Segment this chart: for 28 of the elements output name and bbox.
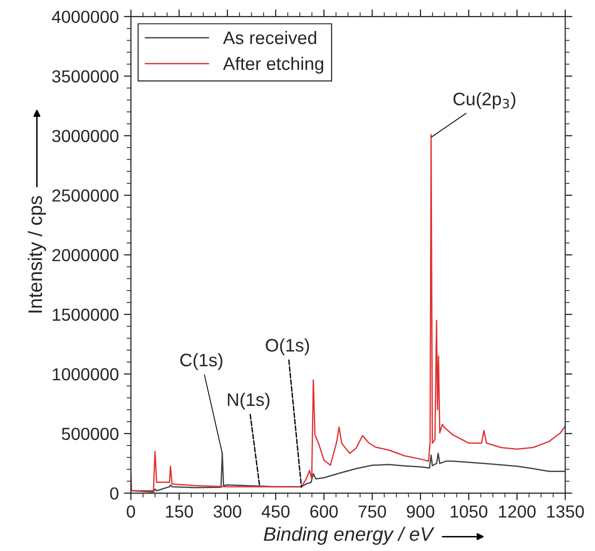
annotation: C(1s) [180, 353, 222, 370]
y-tick-label: 0 [110, 487, 118, 500]
legend-label: After etching [223, 56, 324, 74]
x-axis-title: Binding energy / eV [264, 526, 434, 545]
x-tick-label: 900 [406, 505, 434, 518]
x-tick-label: 1200 [499, 505, 536, 518]
y-tick-label: 1500000 [52, 308, 118, 321]
y-tick-label: 3000000 [52, 130, 118, 142]
x-tick-label: 1350 [547, 505, 584, 518]
annotation: N(1s) [228, 392, 270, 410]
y-tick-label: 500000 [62, 428, 118, 440]
x-tick-label: 600 [310, 505, 338, 518]
x-tick-label: 750 [358, 505, 386, 518]
y-axis-title: Intensity / cps [28, 196, 46, 312]
x-tick-label: 150 [166, 505, 193, 518]
legend-label: As received [223, 30, 316, 44]
line-series [130, 134, 566, 492]
y-tick-label: 3500000 [52, 70, 118, 83]
y-tick-label: 2000000 [52, 249, 118, 262]
y-tick-label: 1000000 [52, 368, 118, 380]
y-tick-label: 4000000 [52, 10, 118, 23]
annotation: O(1s) [266, 338, 309, 356]
annotation: Cu(2p$_{3}$) [453, 92, 516, 109]
x-tick-label: 0 [126, 505, 136, 518]
x-tick-label: 450 [262, 505, 290, 518]
y-tick-label: 2500000 [52, 189, 118, 202]
x-tick-label: 1050 [450, 505, 488, 518]
x-tick-label: 300 [214, 505, 242, 518]
